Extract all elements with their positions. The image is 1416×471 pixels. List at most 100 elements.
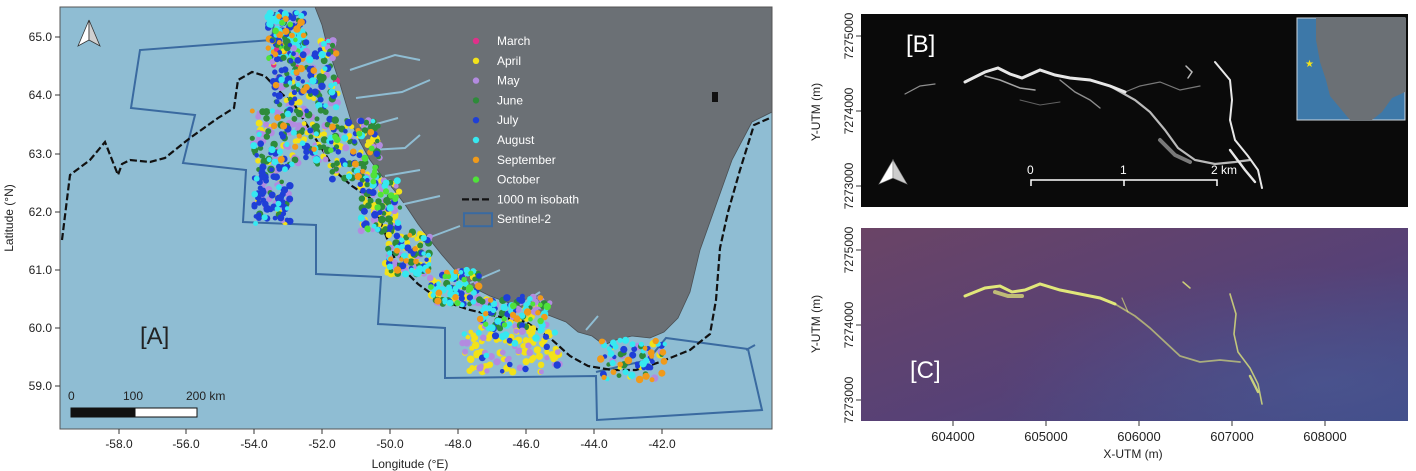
- observation-dot: [369, 189, 377, 196]
- scale-bar-a: 0 100 200 km: [68, 389, 225, 418]
- observation-dot: [537, 327, 544, 334]
- observation-dot: [471, 337, 476, 343]
- observation-dot: [410, 251, 416, 257]
- observation-dot: [500, 303, 508, 311]
- observation-dot: [308, 134, 314, 140]
- observation-dot: [629, 341, 636, 348]
- observation-dot: [617, 337, 623, 343]
- observation-dot: [509, 368, 517, 376]
- inset-map: ★: [1296, 17, 1406, 121]
- observation-dot: [294, 10, 300, 16]
- observation-dot: [368, 145, 375, 152]
- observation-dot: [483, 321, 489, 327]
- legend-item: October: [472, 173, 540, 187]
- observation-dot: [296, 133, 302, 139]
- observation-dot: [470, 299, 477, 305]
- observation-dot: [352, 139, 357, 145]
- observation-dot: [385, 231, 392, 239]
- observation-dot: [341, 134, 349, 142]
- observation-dot: [526, 329, 531, 335]
- observation-dot: [386, 263, 394, 270]
- observation-dot: [346, 160, 354, 168]
- observation-dot: [274, 99, 280, 105]
- observation-dot: [295, 82, 301, 87]
- observation-dot: [318, 50, 326, 59]
- observation-dot: [291, 156, 299, 164]
- observation-dot: [515, 347, 523, 355]
- legend-item: April: [472, 54, 521, 68]
- observation-dot: [256, 131, 262, 137]
- observation-dot: [413, 258, 419, 265]
- observation-dot: [397, 205, 403, 210]
- observation-dot: [516, 364, 524, 372]
- observation-dot: [660, 357, 668, 365]
- observation-dot: [479, 363, 484, 369]
- observation-dot: [476, 273, 482, 279]
- observation-dot: [279, 133, 287, 140]
- observation-dot: [487, 353, 495, 360]
- observation-dot: [442, 273, 448, 280]
- observation-dot: [386, 215, 393, 223]
- observation-dot: [328, 82, 334, 89]
- observation-dot: [450, 272, 458, 281]
- observation-dot: [329, 123, 336, 131]
- observation-dot: [317, 96, 324, 103]
- observation-dot: [288, 99, 295, 106]
- observation-dot: [617, 361, 623, 368]
- observation-dot: [388, 256, 394, 262]
- legend-label: June: [497, 93, 523, 107]
- observation-dot: [642, 345, 648, 351]
- observation-dot: [266, 19, 274, 27]
- observation-dot: [461, 331, 467, 337]
- observation-dot: [300, 87, 307, 94]
- legend-swatch: [472, 97, 480, 104]
- observation-dot: [420, 235, 427, 242]
- observation-dot: [374, 204, 381, 211]
- observation-dot: [255, 158, 261, 164]
- observation-dot: [359, 177, 365, 183]
- observation-dot: [322, 66, 328, 72]
- observation-dot: [499, 369, 505, 374]
- x-tick-label: 605000: [1024, 429, 1067, 444]
- observation-dot: [371, 223, 377, 229]
- observation-dot: [622, 369, 629, 376]
- observation-dot: [499, 332, 507, 341]
- observation-dot: [310, 67, 318, 74]
- observation-dot: [487, 297, 494, 303]
- observation-dot: [300, 79, 305, 84]
- observation-dot: [288, 58, 294, 64]
- observation-dot: [274, 114, 282, 121]
- observation-dot: [323, 103, 328, 109]
- x-tick-label: -52.0: [308, 437, 336, 451]
- observation-dot: [542, 333, 550, 340]
- observation-dot: [280, 186, 289, 194]
- observation-dot: [284, 141, 290, 147]
- panel-c-label: [C]: [910, 357, 941, 384]
- observation-dot: [356, 130, 363, 137]
- observation-dot: [279, 19, 285, 26]
- observation-dot: [465, 334, 471, 340]
- observation-dot: [357, 117, 365, 125]
- observation-dot: [299, 51, 307, 59]
- observation-dot: [259, 188, 267, 196]
- observation-dot: [606, 346, 613, 352]
- scale-label-0: 0: [1027, 163, 1034, 177]
- legend-swatch: [472, 37, 480, 45]
- observation-dot: [394, 219, 402, 226]
- scale-bar-b: [1030, 179, 1218, 186]
- observation-dot: [291, 89, 297, 96]
- observation-dot: [332, 133, 338, 140]
- observation-dot: [452, 285, 459, 292]
- observation-dot: [442, 297, 448, 303]
- filament-bright: [904, 61, 1263, 189]
- observation-dot: [293, 108, 299, 114]
- observation-dot: [364, 181, 371, 188]
- observation-dot: [295, 75, 301, 81]
- observation-dot: [635, 375, 644, 384]
- observation-dot: [328, 88, 336, 96]
- observation-dot: [364, 225, 371, 232]
- observation-dot: [387, 250, 393, 256]
- panel-c-y-ticks: 7275000 7274000 7273000: [842, 226, 861, 423]
- observation-dot: [365, 177, 370, 183]
- panel-c-x-axis-title: X-UTM (m): [1103, 447, 1162, 461]
